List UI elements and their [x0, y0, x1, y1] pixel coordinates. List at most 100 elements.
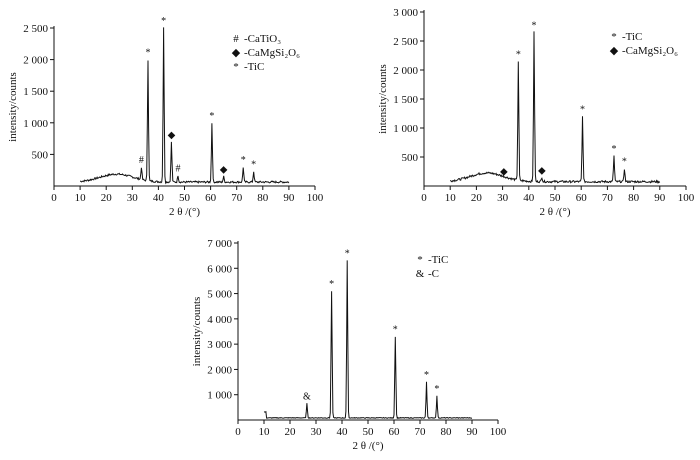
- chart-1: 0 10 20 30 40 50 60 70 80 90 100 500 1 000 1 500 2 000…: [7, 16, 324, 218]
- y-axis-label: intensity/counts: [7, 72, 19, 142]
- x-tick-label: 0: [235, 426, 241, 438]
- y-tick-label: 3 000: [393, 7, 418, 19]
- legend-label: -TiC: [428, 254, 448, 266]
- x-tick-label: 0: [421, 192, 427, 204]
- peak-marker-tic: *: [161, 16, 166, 27]
- x-tick-label: 20: [101, 192, 113, 204]
- y-tick-label: 1 000: [207, 390, 232, 402]
- y-tick-label: 1 000: [23, 118, 48, 130]
- y-tick-label: 2 500: [23, 23, 48, 35]
- legend-label: -CaMgSi₂O₆: [244, 47, 300, 59]
- x-tick-label: 10: [259, 426, 271, 438]
- y-tick-label: 2 000: [23, 55, 48, 67]
- peak-marker-camgsi2o6: ◆: [168, 130, 176, 141]
- legend-symbol: *: [233, 61, 239, 73]
- legend-symbol: ◆: [232, 47, 241, 59]
- peak-marker-tic: *: [611, 144, 616, 155]
- spectrum-line: [79, 27, 290, 185]
- x-tick-label: 90: [467, 426, 479, 438]
- x-tick-label: 50: [363, 426, 375, 438]
- x-tick-label: 80: [441, 426, 453, 438]
- peak-marker-tic: *: [209, 111, 214, 122]
- peak-marker-camgsi2o6: ◆: [538, 165, 546, 176]
- y-tick-label: 2 500: [393, 36, 418, 48]
- y-tick-label: 500: [402, 152, 419, 164]
- peak-marker-tic: *: [516, 49, 521, 60]
- y-tick-label: 2 000: [393, 65, 418, 77]
- legend-label: -C: [428, 268, 439, 280]
- x-tick-label: 40: [153, 192, 165, 204]
- peak-marker-catio3: #: [139, 155, 144, 166]
- x-tick-label: 30: [497, 192, 509, 204]
- x-tick-label: 0: [51, 192, 57, 204]
- y-tick-label: 6 000: [207, 263, 232, 275]
- y-tick-label: 1 500: [23, 86, 48, 98]
- x-tick-label: 100: [307, 192, 324, 204]
- spectrum-line: [450, 31, 661, 184]
- peak-marker-tic: *: [622, 157, 627, 168]
- legend-symbol: &: [416, 268, 425, 280]
- x-tick-label: 50: [179, 192, 191, 204]
- x-tick-label: 20: [471, 192, 483, 204]
- y-tick-label: 2 000: [207, 364, 232, 376]
- x-tick-label: 80: [257, 192, 269, 204]
- x-tick-label: 20: [285, 426, 297, 438]
- y-tick-label: 500: [32, 149, 49, 161]
- legend-symbol: *: [417, 254, 423, 266]
- y-axis-label: intensity/counts: [377, 64, 389, 134]
- peak-marker-tic: *: [434, 384, 439, 395]
- peak-marker-tic: *: [345, 249, 350, 260]
- peak-marker-camgsi2o6: ◆: [220, 165, 228, 176]
- x-tick-label: 40: [337, 426, 349, 438]
- chart-3: 0 10 20 30 40 50 60 70 80 90 100 1 000 2 000 3 000 4 0…: [191, 238, 507, 452]
- peak-marker-tic: *: [393, 325, 398, 336]
- legend-symbol: *: [611, 31, 617, 43]
- x-tick-label: 60: [389, 426, 401, 438]
- x-tick-label: 100: [678, 192, 695, 204]
- y-tick-label: 3 000: [207, 339, 232, 351]
- x-tick-label: 10: [75, 192, 87, 204]
- y-tick-label: 4 000: [207, 314, 232, 326]
- x-tick-label: 70: [231, 192, 243, 204]
- x-axis-label: 2 θ /(°): [352, 440, 383, 452]
- peak-marker-tic: *: [580, 104, 585, 115]
- x-tick-label: 70: [415, 426, 427, 438]
- legend-label: -CaMgSi₂O₆: [622, 45, 678, 57]
- x-tick-label: 90: [283, 192, 295, 204]
- x-tick-label: 70: [602, 192, 614, 204]
- peak-marker-catio3: #: [175, 163, 180, 174]
- x-axis-label: 2 θ /(°): [169, 206, 200, 218]
- peak-marker-carbon: &: [303, 392, 311, 403]
- legend-symbol: #: [233, 33, 239, 45]
- legend-label: -TiC: [622, 31, 642, 43]
- y-tick-label: 1 000: [393, 123, 418, 135]
- x-tick-label: 60: [576, 192, 588, 204]
- x-tick-label: 40: [523, 192, 535, 204]
- x-axis-label: 2 θ /(°): [539, 206, 570, 218]
- peak-marker-tic: *: [329, 279, 334, 290]
- legend-label: -TiC: [244, 61, 264, 73]
- x-tick-label: 30: [127, 192, 139, 204]
- x-tick-label: 50: [550, 192, 562, 204]
- x-tick-label: 10: [445, 192, 457, 204]
- y-tick-label: 1 500: [393, 94, 418, 106]
- x-tick-label: 80: [628, 192, 640, 204]
- peak-marker-camgsi2o6: ◆: [500, 166, 508, 177]
- x-tick-label: 30: [311, 426, 323, 438]
- legend-symbol: ◆: [610, 45, 619, 57]
- peak-marker-tic: *: [532, 20, 537, 31]
- x-tick-label: 90: [654, 192, 666, 204]
- y-tick-label: 7 000: [207, 238, 232, 250]
- peak-marker-tic: *: [241, 155, 246, 166]
- chart-2: 0 10 20 30 40 50 60 70 80 90 100 500 1 000 1 500 2 000…: [377, 7, 695, 218]
- peak-marker-tic: *: [145, 48, 150, 59]
- x-tick-label: 100: [490, 426, 507, 438]
- peak-marker-tic: *: [251, 159, 256, 170]
- legend-label: -CaTiO₃: [244, 33, 281, 45]
- spectrum-line: [263, 260, 473, 420]
- peak-marker-tic: *: [424, 370, 429, 381]
- y-tick-label: 5 000: [207, 289, 232, 301]
- x-tick-label: 60: [205, 192, 217, 204]
- y-axis-label: intensity/counts: [191, 297, 203, 367]
